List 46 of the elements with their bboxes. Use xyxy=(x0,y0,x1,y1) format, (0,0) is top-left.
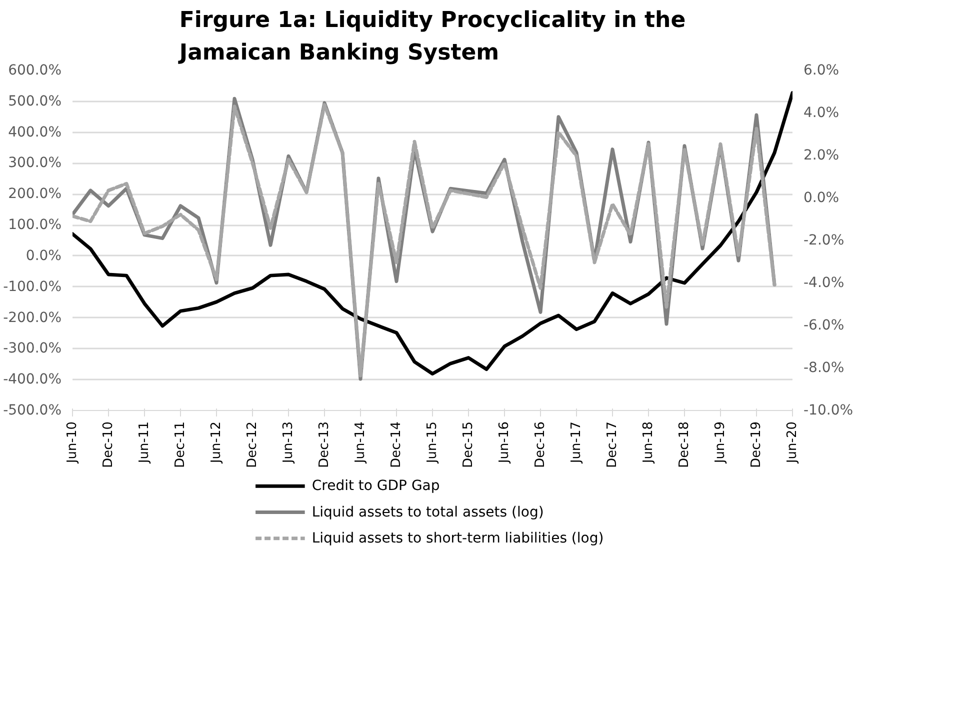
y2-tick-label: -10.0% xyxy=(804,402,854,418)
x-tick-label: Dec-12 xyxy=(245,422,260,468)
x-tick-label: Dec-16 xyxy=(533,422,548,468)
x-tick-label: Jun-15 xyxy=(425,422,440,464)
x-tick-label: Jun-20 xyxy=(785,422,800,464)
legend-label: Liquid assets to short-term liabilities (log) xyxy=(312,530,604,546)
y2-tick-label: 6.0% xyxy=(804,62,840,78)
x-tick-label: Jun-14 xyxy=(353,422,368,464)
y-tick-label: 400.0% xyxy=(8,124,62,140)
x-tick-label: Dec-19 xyxy=(749,422,764,468)
x-tick-label: Dec-10 xyxy=(101,422,116,468)
chart-title: Firgure 1a: Liquidity Procyclicality in the Jamaican Banking System xyxy=(177,8,686,66)
x-tick-label: Dec-13 xyxy=(317,422,332,468)
x-tick-label: Jun-18 xyxy=(641,422,656,464)
y2-tick-label: -8.0% xyxy=(804,360,844,376)
y-tick-label: -300.0% xyxy=(3,340,62,357)
x-tick-label: Jun-13 xyxy=(281,422,296,464)
x-tick-label: Jun-17 xyxy=(569,422,584,464)
x-tick-label: Dec-11 xyxy=(173,422,188,468)
y2-tick-label: -2.0% xyxy=(804,232,844,248)
y-tick-label: 300.0% xyxy=(8,155,62,172)
y-tick-label: -200.0% xyxy=(3,310,62,326)
y-tick-label: 0.0% xyxy=(26,248,62,264)
y-tick-label: 500.0% xyxy=(8,93,62,110)
x-tick-label: Dec-14 xyxy=(389,422,404,468)
x-tick-label: Jun-10 xyxy=(65,422,80,464)
y2-tick-label: 0.0% xyxy=(804,190,840,206)
y-tick-label: 200.0% xyxy=(8,186,62,202)
y-tick-label: 100.0% xyxy=(8,217,62,234)
x-tick-label: Dec-18 xyxy=(677,422,692,468)
x-tick-label: Dec-15 xyxy=(461,422,476,468)
y-tick-label: -500.0% xyxy=(3,402,62,418)
y2-tick-label: -6.0% xyxy=(804,318,844,334)
x-tick-label: Jun-19 xyxy=(713,422,728,464)
x-tick-label: Jun-16 xyxy=(497,422,512,464)
x-tick-label: Jun-12 xyxy=(209,422,224,464)
y2-tick-label: 2.0% xyxy=(804,148,840,164)
y-tick-label: -100.0% xyxy=(3,278,62,295)
y-tick-label: -400.0% xyxy=(3,372,62,388)
legend-label: Liquid assets to total assets (log) xyxy=(312,504,544,520)
x-tick-label: Dec-17 xyxy=(605,422,620,468)
y2-tick-label: -4.0% xyxy=(804,275,844,291)
y-tick-label: 600.0% xyxy=(8,62,62,78)
legend-label: Credit to GDP Gap xyxy=(312,478,440,494)
y2-tick-label: 4.0% xyxy=(804,105,840,121)
x-tick-label: Jun-11 xyxy=(137,422,152,464)
